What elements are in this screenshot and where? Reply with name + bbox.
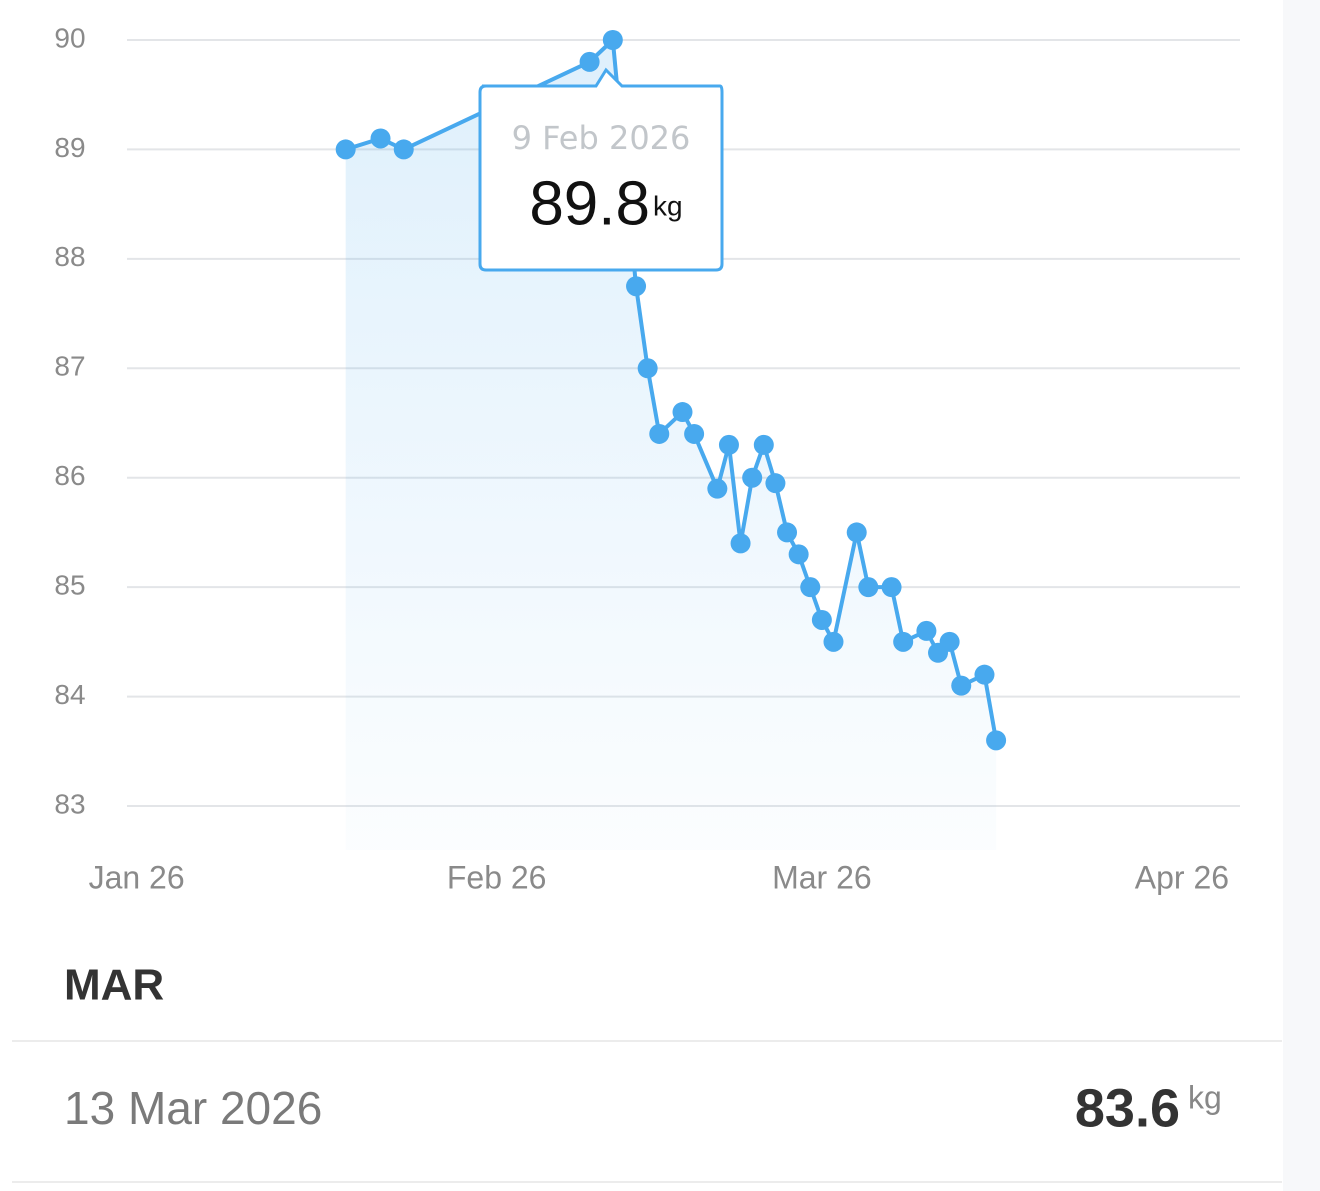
tooltip: 9 Feb 2026 89.8 kg [478, 67, 724, 272]
point [707, 478, 728, 499]
tooltip-unit: kg [653, 190, 683, 221]
y-tick-label: 86 [54, 460, 85, 491]
tooltip-box [478, 67, 724, 272]
point [370, 128, 391, 149]
point [626, 276, 647, 297]
x-tick-label: Jan 26 [89, 859, 185, 895]
point [765, 473, 786, 494]
month-heading: MAR [64, 961, 164, 1010]
point [393, 139, 414, 160]
entry-unit: kg [1188, 1079, 1222, 1115]
point [986, 730, 1007, 751]
point [939, 631, 960, 652]
y-tick-label: 88 [54, 241, 85, 272]
y-tick-label: 89 [54, 132, 85, 163]
y-tick-label: 83 [54, 788, 85, 819]
y-tick-label: 87 [54, 351, 85, 382]
point [649, 423, 670, 444]
tooltip-value: 89.8 [529, 169, 650, 238]
tooltip-date: 9 Feb 2026 [512, 119, 691, 157]
point [916, 620, 937, 641]
point [602, 30, 623, 50]
point [951, 675, 972, 696]
entry-date: 13 Mar 2026 [64, 1082, 322, 1134]
point [893, 631, 914, 652]
point [335, 139, 356, 160]
point [811, 609, 832, 630]
point [777, 522, 798, 543]
point [788, 544, 809, 565]
point [858, 577, 879, 598]
point [637, 358, 658, 379]
point [718, 434, 739, 455]
x-tick-label: Apr 26 [1135, 859, 1229, 895]
x-tick-label: Feb 26 [447, 859, 547, 895]
point [742, 467, 763, 488]
y-tick-label: 85 [54, 570, 85, 601]
x-tick-label: Mar 26 [772, 859, 872, 895]
y-tick-label: 84 [54, 679, 85, 710]
point [753, 434, 774, 455]
point [730, 533, 751, 554]
point [672, 402, 693, 423]
point [974, 664, 995, 685]
point [823, 631, 844, 652]
point [684, 423, 705, 444]
point [846, 522, 867, 543]
point [881, 577, 902, 598]
entry-value: 83.6 [1075, 1078, 1180, 1138]
point [800, 577, 821, 598]
entry-row[interactable]: 13 Mar 2026 83.6 kg [64, 1078, 1222, 1138]
side-strip [1283, 0, 1320, 1191]
point [579, 51, 600, 72]
y-tick-label: 90 [54, 22, 85, 53]
